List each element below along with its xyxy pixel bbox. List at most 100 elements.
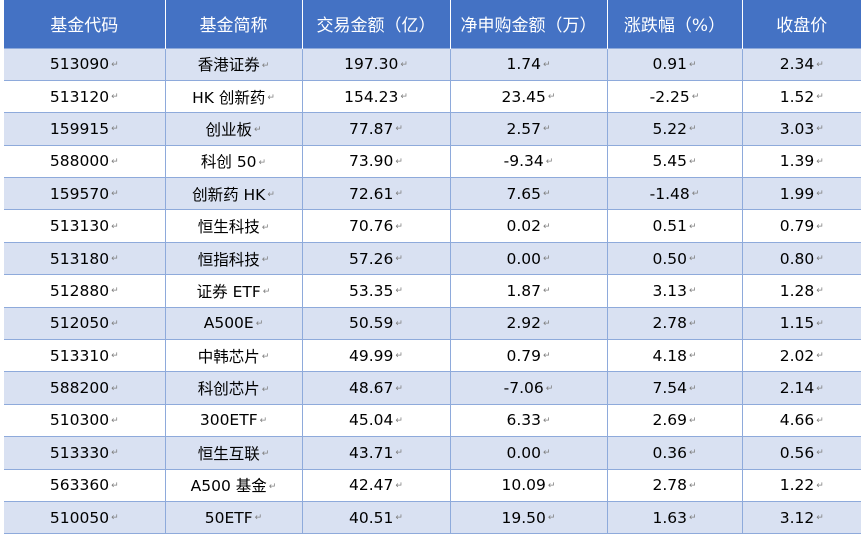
cell-text: 513180	[49, 249, 110, 268]
cell-text: 512050	[49, 314, 110, 333]
paragraph-mark-icon: ↵	[816, 480, 824, 491]
cell-text: A500 基金	[190, 477, 267, 496]
cell-text: 57.26	[349, 249, 394, 268]
paragraph-mark-icon: ↵	[111, 480, 119, 491]
paragraph-mark-icon: ↵	[267, 190, 275, 201]
cell-text: 50ETF	[204, 508, 253, 527]
cell-text: 43.71	[349, 443, 394, 462]
cell-text: 5.45	[652, 152, 687, 171]
cell-trade-amount: 77.87 ↵	[301, 112, 451, 146]
cell-text: 1.87	[506, 281, 541, 300]
cell-text: 3.03	[779, 119, 815, 138]
cell-text: 513330	[49, 443, 110, 462]
cell-close-price: 4.66 ↵	[741, 403, 861, 438]
paragraph-mark-icon: ↵	[816, 415, 824, 426]
cell-text: 73.90	[349, 152, 394, 171]
cell-change-pct: 3.13 ↵	[606, 274, 743, 308]
cell-text: 7.65	[506, 184, 541, 203]
cell-trade-amount: 72.61 ↵	[301, 177, 451, 211]
cell-text: 0.36	[652, 443, 687, 462]
paragraph-mark-icon: ↵	[395, 286, 403, 297]
cell-trade-amount: 57.26 ↵	[301, 241, 451, 276]
cell-trade-amount: 53.35 ↵	[301, 274, 451, 308]
cell-text: 恒生互联	[197, 444, 260, 463]
cell-text: 2.92	[506, 314, 541, 333]
cell-fund-code: 513090 ↵	[4, 47, 166, 81]
cell-text: 563360	[49, 476, 110, 495]
cell-fund-code: 159915 ↵	[4, 112, 166, 146]
cell-close-price: 3.12 ↵	[741, 500, 861, 535]
paragraph-mark-icon: ↵	[542, 351, 551, 362]
paragraph-mark-icon: ↵	[261, 384, 270, 395]
paragraph-mark-icon: ↵	[111, 351, 119, 362]
cell-fund-name: HK 创新药 ↵	[164, 79, 303, 114]
cell-text: 创业板	[205, 120, 252, 139]
cell-text: 0.79	[506, 346, 541, 365]
table-row: 510050 ↵ 50ETF ↵ 40.51 ↵ 19.50 ↵ 1.63 ↵ 3.12 ↵	[4, 500, 861, 535]
table-row: 159915 ↵ 创业板 ↵ 77.87 ↵ 2.57 ↵ 5.22 ↵ 3.03 ↵	[4, 112, 861, 146]
cell-text: 512880	[49, 281, 110, 300]
cell-change-pct: 2.69 ↵	[606, 403, 743, 438]
table-row: 588200 ↵ 科创芯片 ↵ 48.67 ↵ -7.06 ↵ 7.54 ↵ 2.14 ↵	[4, 371, 861, 405]
cell-fund-code: 588200 ↵	[4, 371, 166, 405]
paragraph-mark-icon: ↵	[688, 124, 697, 135]
cell-text: 5.22	[652, 119, 687, 138]
cell-text: 4.66	[779, 411, 815, 430]
cell-fund-name: 科创 50 ↵	[164, 144, 303, 179]
cell-text: 1.39	[779, 152, 815, 171]
cell-fund-name: 中韩芯片 ↵	[164, 339, 303, 373]
table-body: 513090 ↵ 香港证券 ↵ 197.30 ↵ 1.74 ↵ 0.91 ↵ 2.34 ↵ 513120…	[4, 47, 861, 535]
cell-text: A500E	[203, 314, 254, 333]
table-header: 基金代码 基金简称 交易金额（亿） 净申购金额（万） 涨跌幅（%） 收盘价	[4, 0, 861, 48]
cell-text: 7.54	[652, 379, 687, 398]
cell-change-pct: -2.25 ↵	[606, 79, 743, 114]
cell-text: 77.87	[349, 119, 394, 138]
cell-text: 1.63	[652, 508, 687, 527]
cell-change-pct: 5.45 ↵	[606, 144, 743, 179]
cell-text: 72.61	[349, 184, 394, 203]
cell-change-pct: 0.36 ↵	[606, 436, 743, 470]
paragraph-mark-icon: ↵	[395, 448, 403, 459]
table-row: 159570 ↵ 创新药 HK ↵ 72.61 ↵ 7.65 ↵ -1.48 ↵ 1.99 ↵	[4, 177, 861, 211]
table-row: 563360 ↵ A500 基金 ↵ 42.47 ↵ 10.09 ↵ 2.78 ↵ 1.22 ↵	[4, 468, 861, 502]
cell-fund-code: 510300 ↵	[4, 403, 166, 438]
cell-text: 48.67	[349, 379, 394, 398]
table-row: 510300 ↵ 300ETF ↵ 45.04 ↵ 6.33 ↵ 2.69 ↵ 4.66 ↵	[4, 403, 861, 438]
cell-close-price: 1.22 ↵	[741, 468, 861, 502]
cell-fund-name: 证券 ETF ↵	[164, 274, 303, 308]
cell-text: -1.48	[649, 184, 690, 203]
cell-trade-amount: 70.76 ↵	[301, 209, 451, 243]
cell-text: 154.23	[344, 87, 399, 106]
paragraph-mark-icon: ↵	[688, 351, 697, 362]
cell-fund-code: 588000 ↵	[4, 144, 166, 179]
cell-text: 53.35	[349, 281, 394, 300]
paragraph-mark-icon: ↵	[111, 318, 119, 329]
cell-change-pct: -1.48 ↵	[606, 177, 743, 211]
cell-text: -7.06	[503, 379, 544, 398]
cell-text: 2.02	[779, 346, 815, 365]
cell-trade-amount: 43.71 ↵	[301, 436, 451, 470]
cell-trade-amount: 42.47 ↵	[301, 468, 451, 502]
paragraph-mark-icon: ↵	[395, 156, 403, 167]
paragraph-mark-icon: ↵	[395, 383, 403, 394]
cell-text: 0.80	[779, 249, 815, 268]
cell-text: 510050	[49, 508, 110, 527]
cell-text: 创新药 HK	[192, 185, 266, 204]
paragraph-mark-icon: ↵	[261, 449, 270, 460]
paragraph-mark-icon: ↵	[111, 189, 119, 200]
paragraph-mark-icon: ↵	[542, 318, 551, 329]
cell-text: 40.51	[349, 508, 394, 527]
paragraph-mark-icon: ↵	[688, 415, 697, 426]
cell-net-subscription: 7.65 ↵	[449, 177, 608, 211]
paragraph-mark-icon: ↵	[816, 513, 824, 524]
table-row: 513330 ↵ 恒生互联 ↵ 43.71 ↵ 0.00 ↵ 0.36 ↵ 0.56 ↵	[4, 436, 861, 470]
header-fund-code: 基金代码	[4, 0, 166, 48]
cell-fund-name: A500E ↵	[164, 306, 303, 341]
cell-text: 159915	[49, 119, 110, 138]
paragraph-mark-icon: ↵	[400, 59, 408, 70]
cell-text: 1.15	[779, 314, 815, 333]
cell-net-subscription: 0.79 ↵	[449, 339, 608, 373]
paragraph-mark-icon: ↵	[395, 513, 403, 524]
paragraph-mark-icon: ↵	[267, 93, 275, 104]
paragraph-mark-icon: ↵	[816, 351, 824, 362]
